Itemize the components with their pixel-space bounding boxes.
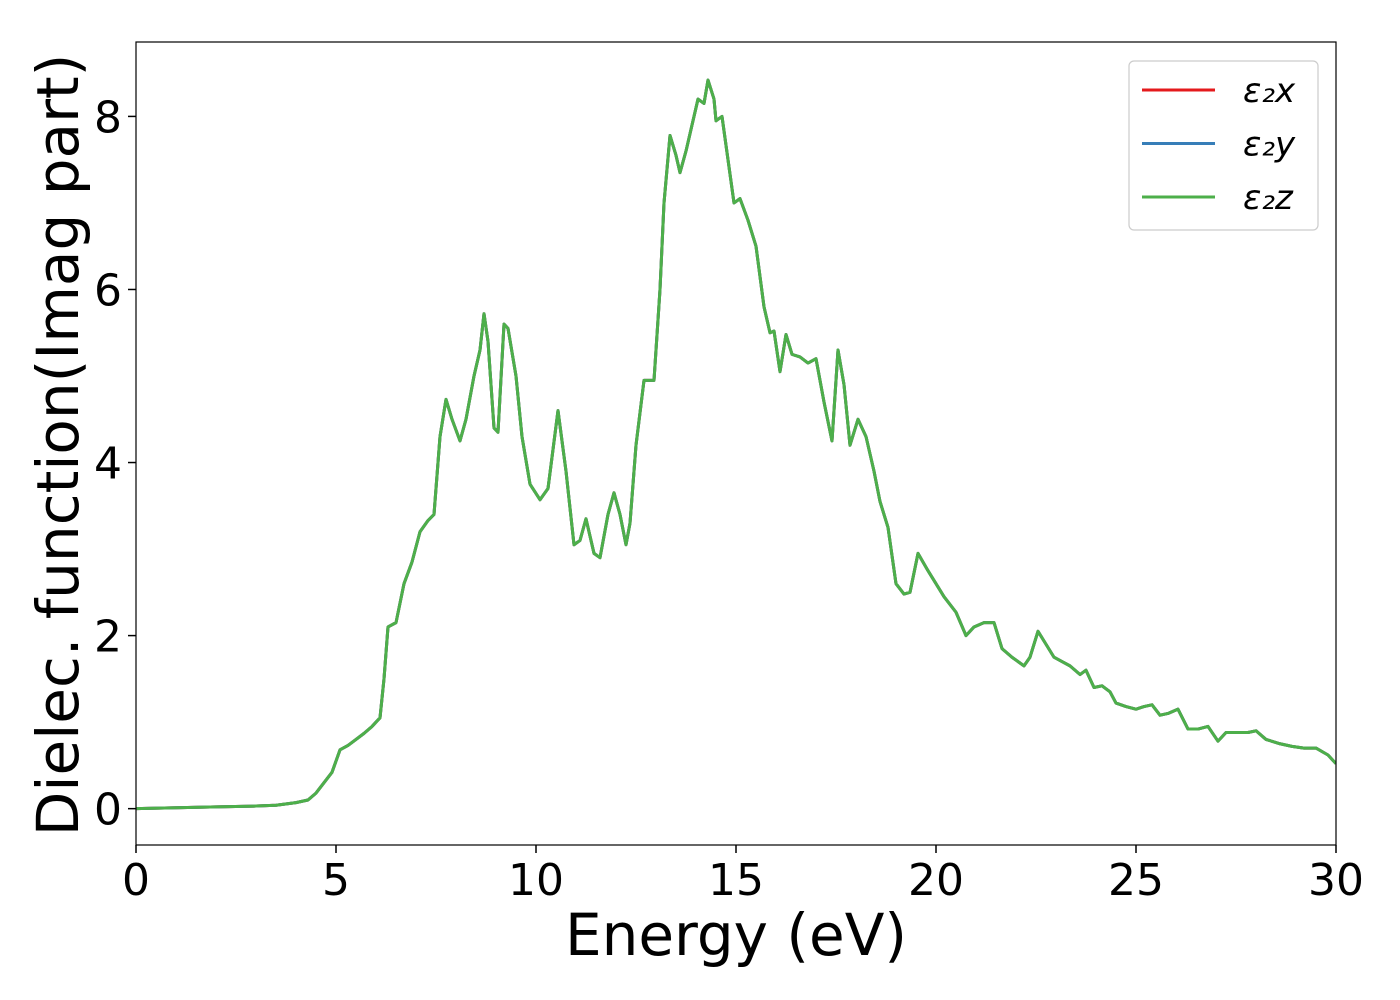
y-tick-label: 0 [94, 785, 122, 836]
legend-label: ε₂x [1243, 71, 1296, 111]
y-tick-label: 6 [94, 265, 122, 316]
series-line [136, 78, 1336, 811]
x-tick-label: 20 [908, 855, 964, 906]
plot-frame [135, 41, 1337, 846]
x-tick-label: 0 [122, 855, 150, 906]
y-axis-label: Dielec. function(Imag part) [24, 54, 92, 837]
legend-box [1128, 60, 1319, 231]
legend-label: ε₂y [1243, 125, 1296, 165]
x-tick-label: 5 [322, 855, 350, 906]
x-tick-label: 15 [708, 855, 764, 906]
y-tick-label: 2 [94, 612, 122, 663]
y-tick-label: 4 [94, 439, 122, 490]
legend-label: ε₂z [1243, 178, 1294, 218]
x-tick-label: 30 [1308, 855, 1364, 906]
x-axis-label: Energy (eV) [565, 901, 907, 969]
x-tick-label: 10 [508, 855, 564, 906]
x-tick-label: 25 [1108, 855, 1164, 906]
y-tick-label: 8 [94, 92, 122, 143]
